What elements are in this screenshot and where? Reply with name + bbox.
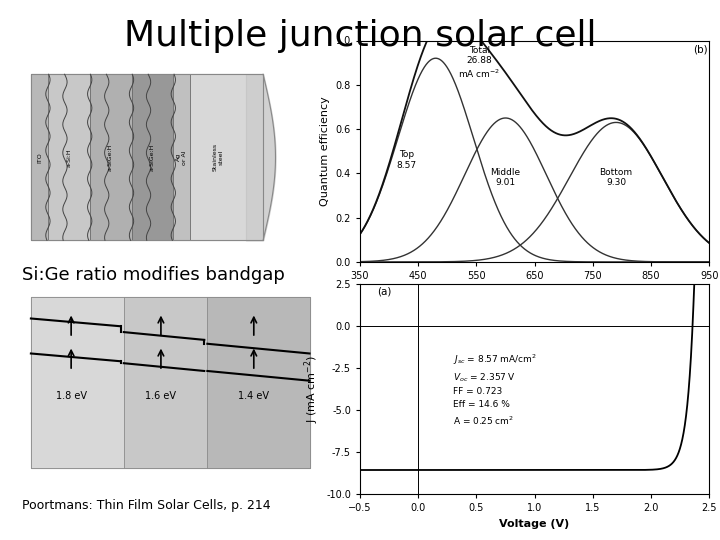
Text: Bottom
9.30: Bottom 9.30 xyxy=(600,168,633,187)
Text: Poortmans: Thin Film Solar Cells, p. 214: Poortmans: Thin Film Solar Cells, p. 214 xyxy=(22,500,270,512)
Text: Ag
or Al: Ag or Al xyxy=(176,150,187,165)
Text: a-SiGe:H: a-SiGe:H xyxy=(108,144,113,171)
Text: a-Si:H: a-Si:H xyxy=(66,148,71,166)
X-axis label: Voltage (V): Voltage (V) xyxy=(500,519,570,529)
Text: 1.4 eV: 1.4 eV xyxy=(238,392,269,401)
Bar xyxy=(31,297,310,468)
X-axis label: Wavelength (nm): Wavelength (nm) xyxy=(481,287,588,296)
Bar xyxy=(31,297,124,468)
Bar xyxy=(190,74,246,240)
Text: ITO: ITO xyxy=(37,152,42,163)
Text: Total
26.88
mA cm$^{-2}$: Total 26.88 mA cm$^{-2}$ xyxy=(458,46,500,79)
Bar xyxy=(90,74,132,240)
Text: (b): (b) xyxy=(693,45,708,55)
Bar xyxy=(207,297,310,468)
Text: (a): (a) xyxy=(377,287,392,297)
Text: 1.8 eV: 1.8 eV xyxy=(55,392,86,401)
Bar xyxy=(48,74,90,240)
Text: Middle
9.01: Middle 9.01 xyxy=(490,168,521,187)
Text: a-SiGe:H: a-SiGe:H xyxy=(150,144,155,171)
Text: 1.6 eV: 1.6 eV xyxy=(145,392,176,401)
Text: Si:Ge ratio modifies bandgap: Si:Ge ratio modifies bandgap xyxy=(22,266,284,284)
Y-axis label: J (mA cm$^{-2}$): J (mA cm$^{-2}$) xyxy=(302,355,320,423)
Text: Stainless
steel: Stainless steel xyxy=(213,143,224,171)
Bar xyxy=(124,297,207,468)
Text: Top
8.57: Top 8.57 xyxy=(397,150,417,170)
Bar xyxy=(31,74,48,240)
Bar xyxy=(31,74,263,240)
Text: $J_{sc}$ = 8.57 mA/cm$^2$
$V_{oc}$ = 2.357 V
FF = 0.723
Eff = 14.6 %
A = 0.25 cm: $J_{sc}$ = 8.57 mA/cm$^2$ $V_{oc}$ = 2.3… xyxy=(453,353,537,427)
Text: Multiple junction solar cell: Multiple junction solar cell xyxy=(124,19,596,53)
Bar xyxy=(31,74,263,240)
Bar xyxy=(132,74,174,240)
Bar xyxy=(174,74,190,240)
Y-axis label: Quantum efficiency: Quantum efficiency xyxy=(320,96,330,206)
